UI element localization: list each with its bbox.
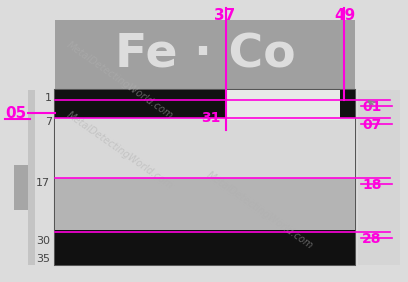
Text: MetalDetectingWorld.com: MetalDetectingWorld.com <box>205 169 315 251</box>
Bar <box>55 90 355 120</box>
Text: Fe · Co: Fe · Co <box>115 32 295 78</box>
Text: 07: 07 <box>362 118 381 132</box>
Bar <box>55 230 355 265</box>
Text: 17: 17 <box>36 178 50 188</box>
Bar <box>55 118 355 180</box>
Bar <box>358 90 400 265</box>
Text: 7: 7 <box>45 117 52 127</box>
Text: 35: 35 <box>36 254 50 264</box>
Text: 05: 05 <box>5 105 26 120</box>
Text: 01: 01 <box>362 100 381 114</box>
Text: 30: 30 <box>36 236 50 246</box>
Text: 49: 49 <box>335 8 356 23</box>
Bar <box>225 90 340 120</box>
Text: 28: 28 <box>362 232 381 246</box>
Text: MetalDetectingWorld.com: MetalDetectingWorld.com <box>65 39 175 121</box>
Bar <box>28 90 35 265</box>
Bar <box>55 20 355 90</box>
Bar <box>14 165 28 210</box>
Text: MetalDetectingWorld.com: MetalDetectingWorld.com <box>65 109 175 191</box>
Text: 18: 18 <box>362 178 381 192</box>
Bar <box>55 178 355 232</box>
Bar <box>55 90 355 265</box>
Text: 1: 1 <box>45 93 52 103</box>
Text: 37: 37 <box>214 8 236 23</box>
Text: 31: 31 <box>201 111 220 125</box>
